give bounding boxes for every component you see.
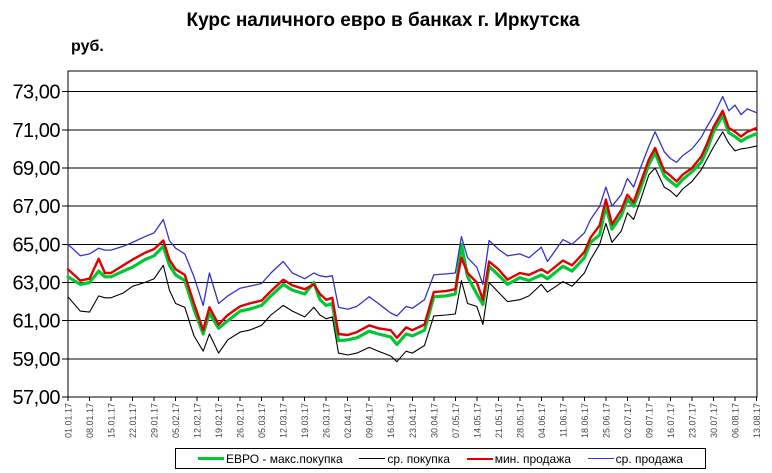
- y-axis-label: 67,00: [12, 196, 60, 218]
- x-axis-label: 23.07.17: [687, 403, 697, 438]
- x-axis-label: 30.04.17: [429, 403, 439, 438]
- x-axis-label: 19.02.17: [214, 403, 224, 438]
- x-axis-label: 23.04.17: [408, 403, 418, 438]
- legend: ЕВРО - макс.покупка ср. покупка мин. прода…: [175, 448, 706, 469]
- x-axis-label: 02.04.17: [343, 403, 353, 438]
- x-axis-label: 01.01.17: [64, 403, 74, 438]
- y-axis-label: 69,00: [12, 158, 60, 180]
- x-axis-label: 26.02.17: [236, 403, 246, 438]
- plot-border: [67, 70, 758, 398]
- x-axis-label: 09.04.17: [365, 403, 375, 438]
- series-line-3: [66, 109, 758, 339]
- x-axis-label: 29.01.17: [150, 403, 160, 438]
- legend-item-1: ЕВРО - макс.покупка: [198, 452, 343, 466]
- legend-label: ср. покупка: [387, 451, 450, 466]
- chart-title: Курс наличного евро в банках г. Иркутска: [186, 10, 580, 31]
- legend-label: ЕВРО - макс.покупка: [226, 451, 343, 466]
- x-axis-label: 30.07.17: [709, 403, 719, 438]
- y-axis-label: 57,00: [12, 387, 60, 409]
- legend-label: ср. продажа: [615, 451, 683, 466]
- x-axis-label: 08.01.17: [85, 403, 95, 438]
- y-axis-label: 71,00: [12, 120, 60, 142]
- x-axis-label: 05.02.17: [171, 403, 181, 438]
- x-axis-label: 28.05.17: [515, 403, 525, 438]
- series-line-2: [67, 131, 758, 363]
- legend-line-swatch-icon: [359, 458, 386, 459]
- x-axis-label: 22.01.17: [128, 403, 138, 438]
- x-axis-label: 14.05.17: [472, 403, 482, 438]
- x-axis-label: 02.07.17: [623, 403, 633, 438]
- y-axis-label: 61,00: [12, 311, 60, 333]
- x-axis-label: 15.01.17: [107, 403, 117, 438]
- x-axis-label: 04.06.17: [537, 403, 547, 438]
- legend-line-swatch-icon: [466, 457, 493, 460]
- legend-line-swatch-icon: [587, 458, 614, 459]
- legend-item-4: ср. продажа: [587, 451, 683, 466]
- y-axis-label: 59,00: [12, 349, 60, 371]
- legend-line-swatch-icon: [198, 457, 224, 460]
- x-axis-label: 16.04.17: [386, 403, 396, 438]
- x-axis-label: 13.08.17: [752, 403, 762, 438]
- x-axis-label: 19.03.17: [300, 403, 310, 438]
- series-line-4: [67, 95, 758, 317]
- y-axis-label: 63,00: [12, 273, 60, 295]
- x-axis-label: 05.03.17: [257, 403, 267, 438]
- series-line-1: [66, 113, 759, 347]
- x-axis-label: 09.07.17: [644, 403, 654, 438]
- x-axis-label: 26.03.17: [322, 403, 332, 438]
- x-axis-label: 07.05.17: [451, 403, 461, 438]
- y-axis-label: 73,00: [12, 82, 60, 104]
- y-axis-label: 65,00: [12, 234, 60, 256]
- x-axis-label: 12.02.17: [193, 403, 203, 438]
- x-axis-label: 18.06.17: [580, 403, 590, 438]
- x-axis-label: 06.08.17: [730, 403, 740, 438]
- x-axis-label: 25.06.17: [601, 403, 611, 438]
- x-axis-label: 11.06.17: [558, 403, 568, 437]
- x-axis-label: 16.07.17: [666, 403, 676, 438]
- legend-item-2: ср. покупка: [359, 452, 450, 466]
- y-axis-unit-label: руб.: [71, 38, 104, 55]
- x-axis-label: 21.05.17: [494, 403, 504, 438]
- x-axis-label: 12.03.17: [279, 403, 289, 438]
- legend-item-3: мин. продажа: [466, 451, 571, 466]
- legend-label: мин. продажа: [494, 451, 571, 466]
